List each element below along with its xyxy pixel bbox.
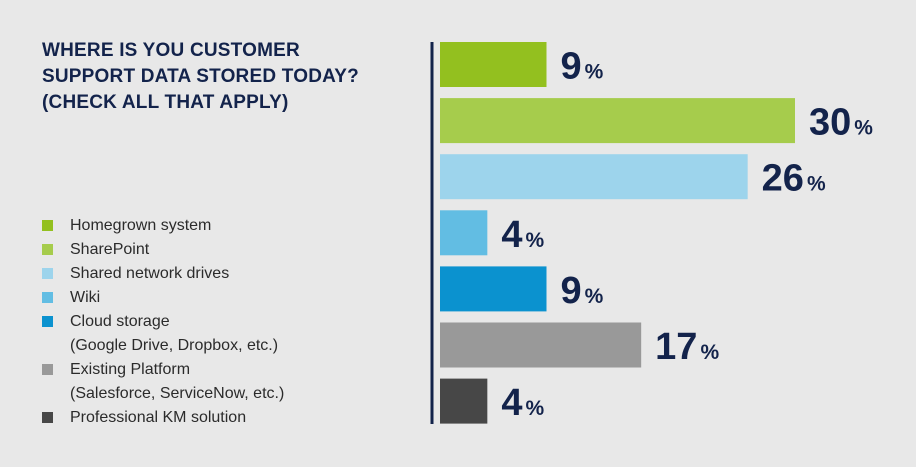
legend-label: (Google Drive, Dropbox, etc.) [70,337,279,354]
chart-title-line: SUPPORT DATA STORED TODAY? [42,66,359,87]
legend-label: Shared network drives [70,265,230,282]
data-label-suffix: % [854,117,873,140]
legend-label: Cloud storage [70,313,170,330]
legend-item: Shared network drives [42,262,372,286]
legend-swatch [42,268,53,279]
data-label-suffix: % [585,285,604,308]
legend-label: (Salesforce, ServiceNow, etc.) [70,385,285,402]
data-label-value: 30 [809,102,851,144]
legend-item: Existing Platform (Salesforce, ServiceNow… [42,358,372,406]
data-label-value: 17 [655,326,697,368]
legend-label: Homegrown system [70,217,212,234]
legend-swatch [42,220,53,231]
data-label-suffix: % [807,173,826,196]
legend-item: Professional KM solution [42,406,372,430]
data-label: 4% [501,382,544,424]
legend-item: SharePoint [42,238,372,262]
data-label: 9% [561,270,604,312]
data-label: 17% [655,326,719,368]
data-label: 4% [501,214,544,256]
legend-item: Cloud storage (Google Drive, Dropbox, etc… [42,310,372,358]
chart-legend: Homegrown system SharePoint Shared network… [42,214,372,430]
bar-7 [440,378,488,424]
data-label-value: 9 [561,270,582,312]
data-label-value: 4 [501,214,522,256]
legend-item: Wiki [42,286,372,310]
data-label-suffix: % [585,61,604,84]
chart-title-line: WHERE IS YOU CUSTOMER [42,40,300,61]
legend-label: Professional KM solution [70,409,247,426]
bar-5 [440,266,547,312]
chart-title-line: (CHECK ALL THAT APPLY) [42,92,289,113]
legend-swatch [42,292,53,303]
legend-swatch [42,412,53,423]
bar-4 [440,210,488,256]
bar-1 [440,42,547,87]
bar-3 [440,154,748,200]
data-label-value: 4 [501,382,522,424]
data-label-suffix: % [525,229,544,252]
data-label: 30% [809,102,873,144]
data-label-value: 26 [762,158,804,200]
data-label: 9% [561,46,604,88]
bar-2 [440,98,795,144]
data-label-value: 9 [561,46,582,88]
legend-swatch [42,316,53,327]
data-label-suffix: % [700,341,719,364]
bar-6 [440,322,642,368]
data-label-suffix: % [525,397,544,420]
legend-label: SharePoint [70,241,150,258]
chart-title: WHERE IS YOU CUSTOMER SUPPORT DATA STORE… [42,38,402,116]
legend-swatch [42,244,53,255]
legend-swatch [42,364,53,375]
data-label: 26% [762,158,826,200]
legend-label: Existing Platform [70,361,191,378]
legend-item: Homegrown system [42,214,372,238]
legend-label: Wiki [70,289,101,306]
